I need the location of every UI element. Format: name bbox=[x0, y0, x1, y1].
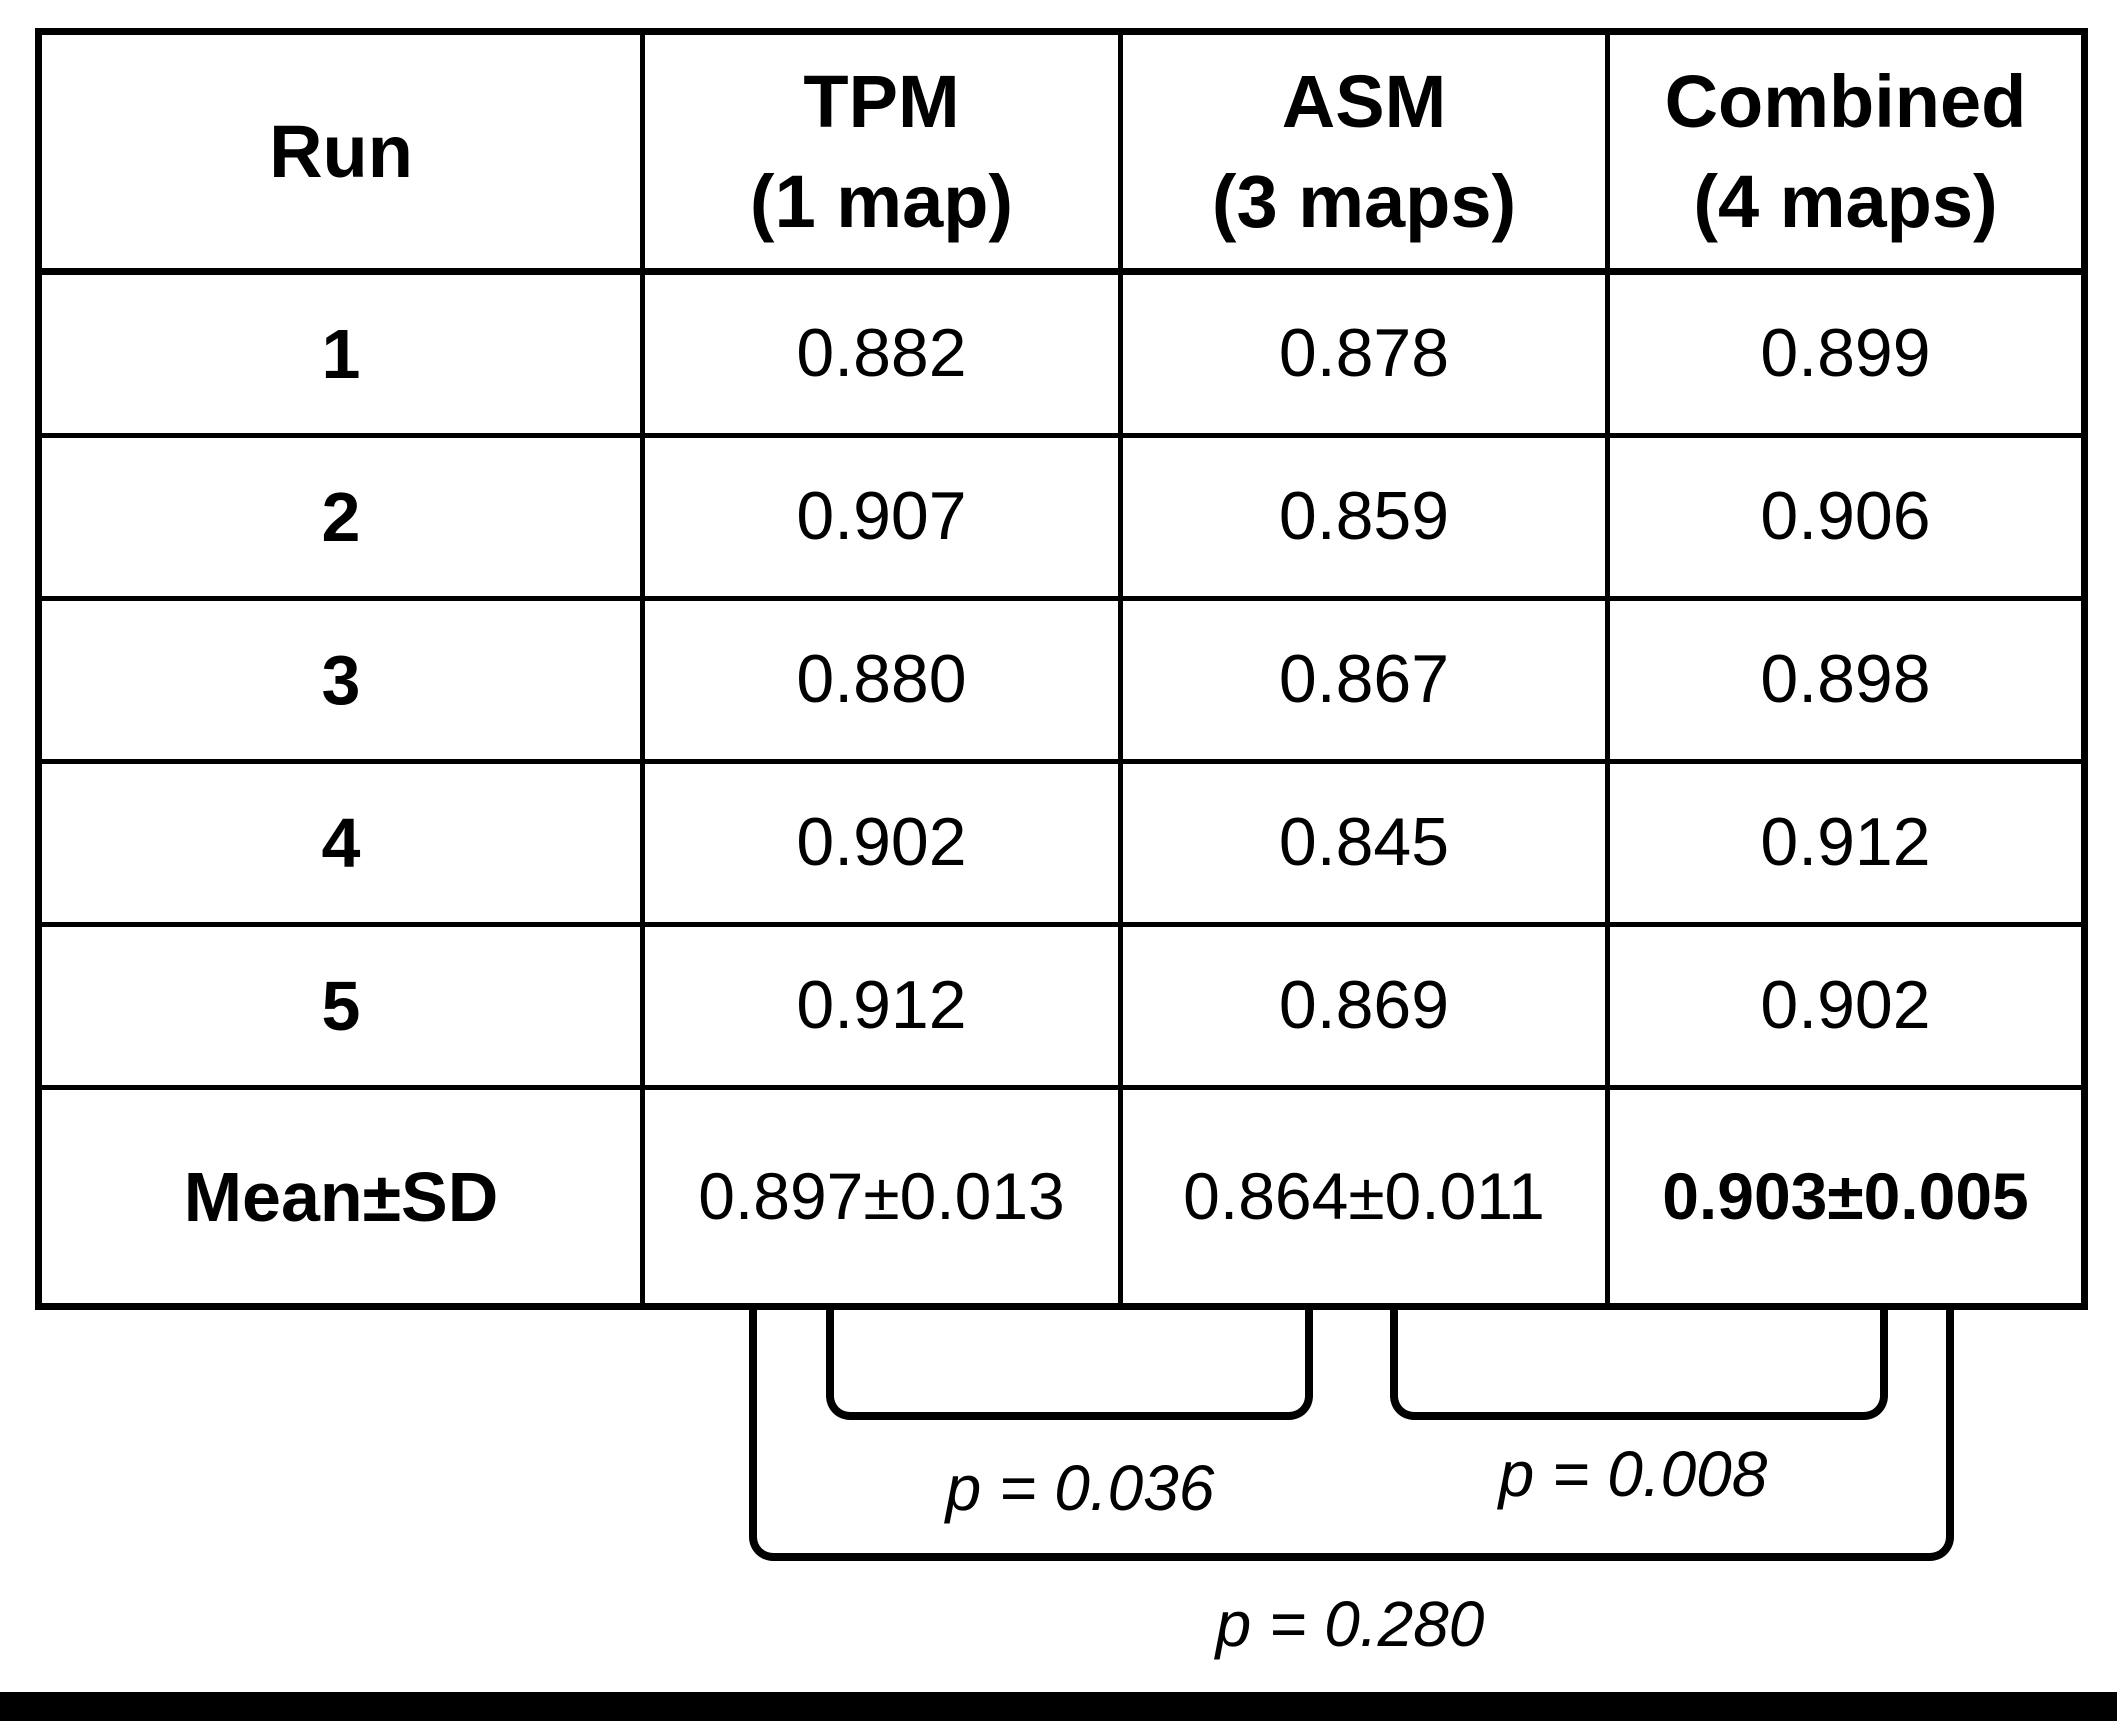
significance-bracket-asm-combined bbox=[1390, 1308, 1888, 1420]
summary-label-cell: Mean±SD bbox=[42, 1090, 645, 1303]
bottom-black-bar bbox=[0, 1692, 2117, 1721]
combined-value-cell: 0.899 bbox=[1610, 275, 2081, 438]
column-header-asm-title: ASM bbox=[1281, 59, 1447, 143]
column-header-run-title: Run bbox=[269, 109, 413, 193]
significance-bracket-tpm-asm bbox=[826, 1308, 1313, 1420]
tpm-value-cell: 0.882 bbox=[645, 275, 1123, 438]
run-number-cell: 2 bbox=[42, 438, 645, 601]
column-header-combined-title: Combined bbox=[1664, 59, 2027, 143]
summary-value-combined: 0.903±0.005 bbox=[1662, 1158, 2029, 1233]
combined-value-cell: 0.902 bbox=[1610, 927, 2081, 1090]
summary-value-asm: 0.864±0.011 bbox=[1123, 1090, 1610, 1303]
asm-value-cell: 0.859 bbox=[1123, 438, 1610, 601]
combined-value-cell: 0.898 bbox=[1610, 601, 2081, 764]
asm-value-cell: 0.867 bbox=[1123, 601, 1610, 764]
run-number-cell: 4 bbox=[42, 764, 645, 927]
p-value-tpm-asm: p = 0.036 bbox=[945, 1452, 1215, 1524]
asm-value-cell: 0.845 bbox=[1123, 764, 1610, 927]
summary-value-tpm: 0.897±0.013 bbox=[645, 1090, 1123, 1303]
column-header-run: Run bbox=[42, 35, 645, 275]
column-header-combined-subtitle: (4 maps) bbox=[1693, 159, 1998, 243]
column-header-combined: Combined (4 maps) bbox=[1610, 35, 2081, 275]
combined-value-cell: 0.906 bbox=[1610, 438, 2081, 601]
run-number-cell: 1 bbox=[42, 275, 645, 438]
significance-bracket-tpm-combined bbox=[749, 1308, 1954, 1561]
p-value-tpm-combined: p = 0.280 bbox=[1215, 1588, 1485, 1660]
p-value-asm-combined: p = 0.008 bbox=[1498, 1438, 1768, 1510]
tpm-value-cell: 0.902 bbox=[645, 764, 1123, 927]
column-header-asm-subtitle: (3 maps) bbox=[1211, 159, 1517, 243]
tpm-value-cell: 0.907 bbox=[645, 438, 1123, 601]
column-header-tpm: TPM (1 map) bbox=[645, 35, 1123, 275]
results-table: Run TPM (1 map) ASM (3 maps) Combined (4… bbox=[35, 28, 2088, 1310]
run-number-cell: 3 bbox=[42, 601, 645, 764]
column-header-asm: ASM (3 maps) bbox=[1123, 35, 1610, 275]
tpm-value-cell: 0.912 bbox=[645, 927, 1123, 1090]
tpm-value-cell: 0.880 bbox=[645, 601, 1123, 764]
column-header-tpm-subtitle: (1 map) bbox=[749, 159, 1014, 243]
asm-value-cell: 0.878 bbox=[1123, 275, 1610, 438]
run-number-cell: 5 bbox=[42, 927, 645, 1090]
asm-value-cell: 0.869 bbox=[1123, 927, 1610, 1090]
column-header-tpm-title: TPM bbox=[803, 59, 960, 143]
combined-value-cell: 0.912 bbox=[1610, 764, 2081, 927]
